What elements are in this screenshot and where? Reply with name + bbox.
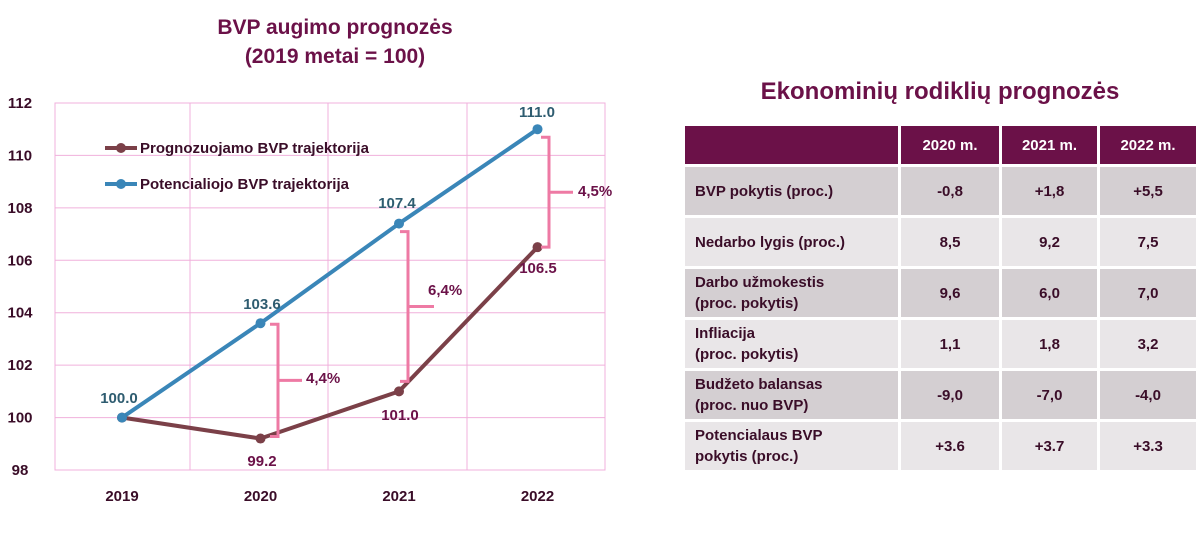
- row-label-cell: Infliacija (proc. pokytis): [685, 317, 898, 368]
- table-body: BVP pokytis (proc.) -0,8 +1,8 +5,5 Nedarbo l…: [685, 164, 1196, 470]
- table-header-row: 2020 m. 2021 m. 2022 m.: [685, 126, 1196, 164]
- row-label-line: Budžeto balansas: [695, 376, 823, 393]
- legend-marker: [116, 143, 126, 153]
- row-label-line: (proc. nuo BVP): [695, 397, 809, 414]
- forecast-data-label: 101.0: [381, 407, 419, 424]
- y-tick-label: 104: [7, 305, 33, 322]
- potential-gdp-line: [120, 127, 539, 420]
- difference-bracket: [400, 230, 434, 383]
- row-label-cell: Darbo užmokestis (proc. pokytis): [685, 266, 898, 317]
- value-cell: -4,0: [1097, 368, 1196, 419]
- table-row: Potencialaus BVP pokytis (proc.) +3.6 +3.7 +…: [685, 419, 1196, 470]
- value-cell: 9,6: [898, 266, 999, 317]
- legend-label: Potencialiojo BVP trajektorija: [140, 176, 350, 193]
- gdp-growth-chart: 98 100 102 104 106 108 110 112 2019 2020 2021 2022 4…: [7, 95, 612, 505]
- row-label-line: BVP pokytis (proc.): [695, 182, 834, 200]
- difference-bracket: [541, 135, 573, 249]
- x-tick-label: 2022: [521, 488, 554, 505]
- potential-gdp-point: [117, 412, 127, 423]
- potential-gdp-point: [255, 318, 266, 329]
- x-tick-label: 2019: [105, 488, 138, 505]
- row-label-cell: Nedarbo lygis (proc.): [685, 215, 898, 266]
- legend-marker: [116, 179, 126, 189]
- chart-subtitle: (2019 metai = 100): [244, 45, 426, 68]
- y-tick-label: 102: [7, 357, 32, 374]
- table-row: BVP pokytis (proc.) -0,8 +1,8 +5,5: [685, 164, 1196, 215]
- y-tick-label: 108: [7, 200, 32, 217]
- table-row: Budžeto balansas (proc. nuo BVP) -9,0 -7,0-…: [685, 368, 1196, 419]
- x-tick-label: 2021: [382, 488, 415, 505]
- table-title: Ekonominių rodiklių prognozės: [760, 78, 1120, 105]
- difference-label: 6,4%: [428, 282, 462, 299]
- chart-title: BVP augimo prognozės: [217, 16, 453, 39]
- row-label-line: Infliacija: [695, 325, 756, 342]
- row-label-line: Potencialaus BVP: [695, 427, 823, 444]
- difference-label: 4,5%: [578, 183, 612, 200]
- header-year-cell: 2022 m.: [1097, 126, 1196, 164]
- value-cell: -9,0: [898, 368, 999, 419]
- row-label-line: Nedarbo lygis (proc.): [695, 233, 846, 251]
- y-tick-label: 106: [7, 252, 32, 269]
- forecast-data-label: 99.2: [247, 453, 276, 470]
- potential-data-label: 100.0: [100, 390, 138, 407]
- row-label-cell: Budžeto balansas (proc. nuo BVP): [685, 368, 898, 419]
- value-cell: 7,5: [1097, 215, 1196, 266]
- difference-label: 4,4%: [306, 370, 340, 387]
- value-cell: 8,5: [898, 215, 999, 266]
- value-cell: 3,2: [1097, 317, 1196, 368]
- difference-bracket: [270, 322, 302, 439]
- value-cell: 9,2: [999, 215, 1097, 266]
- forecast-gdp-point: [255, 433, 266, 444]
- header-blank-cell: [685, 126, 898, 164]
- value-cell: +3.7: [999, 419, 1097, 470]
- value-cell: 1,1: [898, 317, 999, 368]
- indicators-table: 2020 m. 2021 m. 2022 m. BVP pokytis (proc.…: [685, 126, 1196, 470]
- value-cell: -0,8: [898, 164, 999, 215]
- value-cell: 1,8: [999, 317, 1097, 368]
- row-label-line: (proc. pokytis): [695, 346, 799, 363]
- row-label-cell: BVP pokytis (proc.): [685, 164, 898, 215]
- value-cell: -7,0: [999, 368, 1097, 419]
- value-cell: +3.6: [898, 419, 999, 470]
- potential-gdp-point: [532, 124, 543, 135]
- y-tick-label: 112: [8, 95, 32, 112]
- header-year-cell: 2020 m.: [898, 126, 999, 164]
- forecast-data-label: 106.5: [519, 260, 557, 277]
- row-label-line: (proc. pokytis): [695, 295, 799, 312]
- table-row: Darbo užmokestis (proc. pokytis) 9,6 6,0 7,0: [685, 266, 1196, 317]
- value-cell: +5,5: [1097, 164, 1196, 215]
- forecast-gdp-point: [532, 242, 543, 253]
- y-tick-label: 110: [8, 147, 32, 164]
- potential-data-label: 111.0: [519, 104, 555, 121]
- y-tick-label: 100: [7, 410, 32, 427]
- value-cell: 7,0: [1097, 266, 1196, 317]
- forecast-gdp-point: [394, 386, 404, 397]
- row-label-line: Darbo užmokestis: [695, 274, 825, 291]
- header-year-cell: 2021 m.: [999, 126, 1097, 164]
- value-cell: +3.3: [1097, 419, 1196, 470]
- table-row: Nedarbo lygis (proc.) 8,5 9,2 7,5: [685, 215, 1196, 266]
- value-cell: 6,0: [999, 266, 1097, 317]
- forecast-gdp-line: [121, 245, 539, 441]
- table-row: Infliacija (proc. pokytis) 1,1 1,8 3,2: [685, 317, 1196, 368]
- legend-label: Prognozuojamo BVP trajektorija: [140, 140, 370, 157]
- row-label-cell: Potencialaus BVP pokytis (proc.): [685, 419, 898, 470]
- potential-gdp-point: [394, 218, 404, 229]
- potential-data-label: 107.4: [378, 195, 416, 212]
- x-tick-label: 2020: [244, 488, 277, 505]
- row-label-line: pokytis (proc.): [695, 448, 799, 465]
- y-tick-label: 98: [12, 462, 29, 479]
- potential-data-label: 103.6: [243, 296, 281, 313]
- value-cell: +1,8: [999, 164, 1097, 215]
